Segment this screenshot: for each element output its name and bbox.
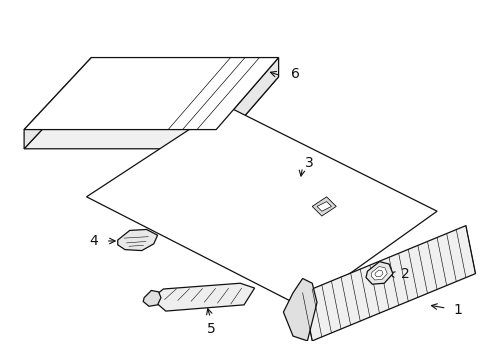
Polygon shape: [303, 226, 475, 341]
Text: 1: 1: [454, 303, 463, 317]
Polygon shape: [118, 229, 158, 251]
Polygon shape: [366, 262, 393, 284]
Text: 6: 6: [291, 67, 299, 81]
Polygon shape: [371, 266, 387, 280]
Polygon shape: [283, 278, 317, 341]
Polygon shape: [24, 58, 279, 130]
Text: 2: 2: [401, 267, 410, 281]
Polygon shape: [317, 202, 331, 211]
Polygon shape: [151, 283, 255, 311]
Polygon shape: [216, 58, 279, 149]
Polygon shape: [143, 291, 161, 306]
Polygon shape: [24, 77, 279, 149]
Polygon shape: [312, 197, 336, 216]
Text: 4: 4: [90, 234, 98, 248]
Text: 3: 3: [305, 156, 314, 170]
Polygon shape: [24, 58, 91, 149]
Polygon shape: [87, 105, 437, 307]
Polygon shape: [375, 270, 383, 277]
Text: 5: 5: [207, 321, 216, 336]
